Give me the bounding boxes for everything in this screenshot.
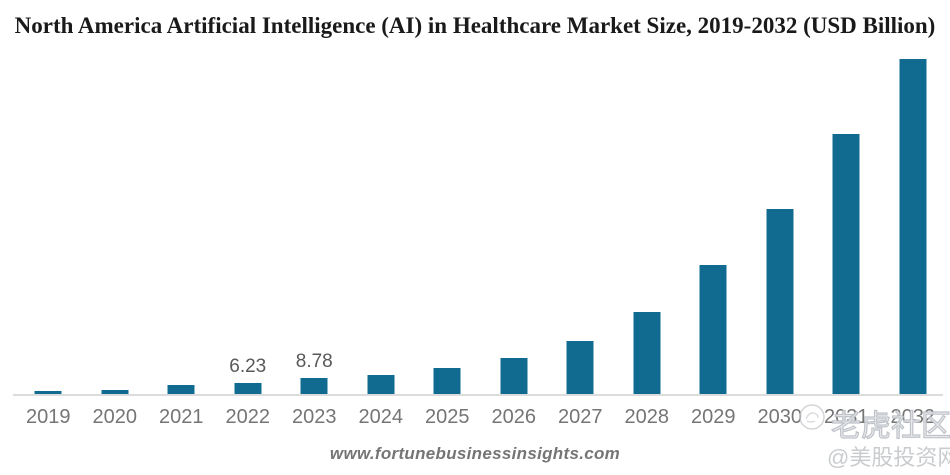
bar-2031 bbox=[832, 133, 860, 395]
bar-column-2032 bbox=[880, 43, 947, 395]
x-tick-2025: 2025 bbox=[425, 406, 470, 428]
bar-2020 bbox=[101, 389, 129, 395]
tiger-circle-logo-icon bbox=[798, 403, 826, 431]
source-url: www.fortunebusinessinsights.com bbox=[329, 444, 621, 463]
x-tick-2024: 2024 bbox=[358, 406, 404, 428]
x-tick-2023: 2023 bbox=[292, 406, 337, 428]
x-tick-2031: 2031 bbox=[824, 406, 869, 428]
x-tick-2030: 2030 bbox=[757, 406, 803, 428]
bar-2025 bbox=[433, 367, 461, 395]
bar-2023 bbox=[300, 377, 328, 395]
bar-2027 bbox=[566, 340, 594, 395]
bar-2021 bbox=[167, 385, 195, 395]
x-tick-2022: 2022 bbox=[225, 406, 271, 428]
bar-column-2025 bbox=[414, 43, 481, 395]
bar-2024 bbox=[367, 374, 395, 395]
watermark-handle-text: @美股投资网 bbox=[827, 445, 950, 470]
bar-column-2019 bbox=[15, 43, 82, 395]
bar-column-2020 bbox=[82, 43, 149, 395]
bar-column-2024 bbox=[348, 43, 415, 395]
bar-column-2022: 6.23 bbox=[215, 43, 282, 395]
bar-column-2021 bbox=[148, 43, 215, 395]
x-tick-2032: 2032 bbox=[890, 406, 936, 428]
bar-column-2031 bbox=[813, 43, 880, 395]
bar-2028 bbox=[633, 311, 661, 395]
bar-column-2030 bbox=[747, 43, 814, 395]
bar-column-2028 bbox=[614, 43, 681, 395]
chart-title: North America Artificial Intelligence (A… bbox=[14, 13, 936, 38]
x-tick-2027: 2027 bbox=[558, 406, 603, 428]
data-label-2023: 8.78 bbox=[295, 350, 333, 372]
bar-column-2023: 8.78 bbox=[281, 43, 348, 395]
bar-column-2027 bbox=[547, 43, 614, 395]
x-tick-2021: 2021 bbox=[159, 406, 204, 428]
bar-2022 bbox=[234, 382, 262, 395]
plot-area: 6.23 8.78 bbox=[15, 43, 946, 395]
bar-column-2026 bbox=[481, 43, 548, 395]
x-axis-line bbox=[13, 394, 943, 396]
data-label-2022: 6.23 bbox=[229, 355, 267, 377]
bar-2032 bbox=[899, 58, 927, 395]
x-tick-2020: 2020 bbox=[92, 406, 138, 428]
x-tick-2029: 2029 bbox=[691, 406, 736, 428]
bar-column-2029 bbox=[680, 43, 747, 395]
x-axis-labels: 2019 2020 2021 2022 2023 2024 2025 2026 2027 2028… bbox=[15, 406, 946, 429]
x-tick-2026: 2026 bbox=[491, 406, 537, 428]
x-tick-2028: 2028 bbox=[624, 406, 670, 428]
bar-2030 bbox=[766, 209, 794, 395]
x-tick-2019: 2019 bbox=[26, 406, 71, 428]
bar-2029 bbox=[699, 265, 727, 395]
bar-2019 bbox=[34, 390, 62, 395]
bar-2026 bbox=[500, 358, 528, 395]
watermark-community-text: 老虎社区 bbox=[830, 409, 950, 443]
